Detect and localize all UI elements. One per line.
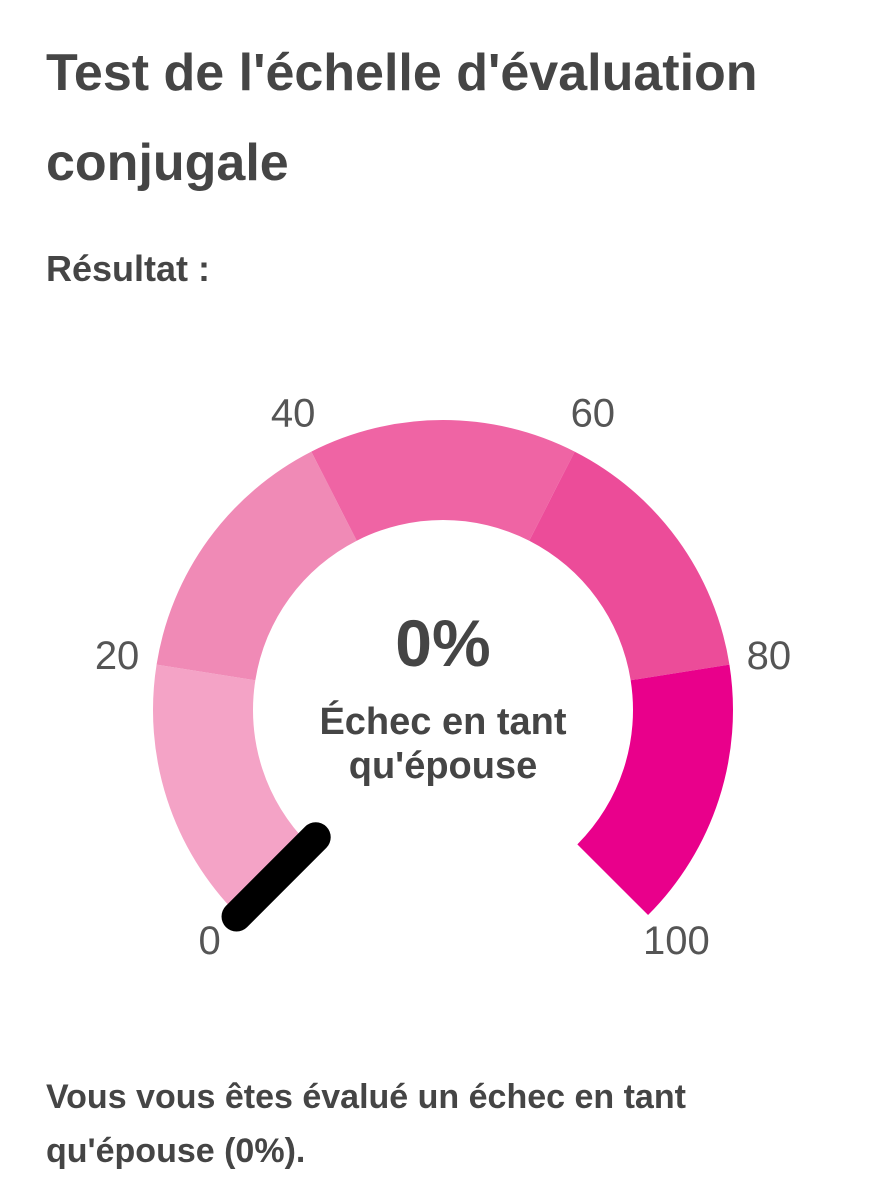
center-label: Échec en tant qu'épouse (319, 701, 567, 787)
gauge-band (577, 664, 733, 916)
tick-label: 80 (747, 634, 792, 678)
gauge-band (311, 419, 575, 541)
tick-label: 60 (571, 392, 616, 436)
gauge-band (152, 664, 309, 916)
gauge-band (156, 451, 357, 681)
needle (221, 822, 331, 932)
tick-label: 0 (199, 919, 221, 963)
tick-label: 40 (271, 392, 316, 436)
tick-label: 100 (643, 919, 710, 963)
subtitle: Résultat : (46, 248, 211, 289)
tick-label: 20 (95, 634, 140, 678)
gauge-band (529, 451, 730, 681)
title: Test de l'échelle d'évaluation conjugale (46, 44, 758, 192)
footer: Vous vous êtes évalué un échec en tant q… (46, 1078, 686, 1170)
value-label: 0% (395, 606, 491, 680)
